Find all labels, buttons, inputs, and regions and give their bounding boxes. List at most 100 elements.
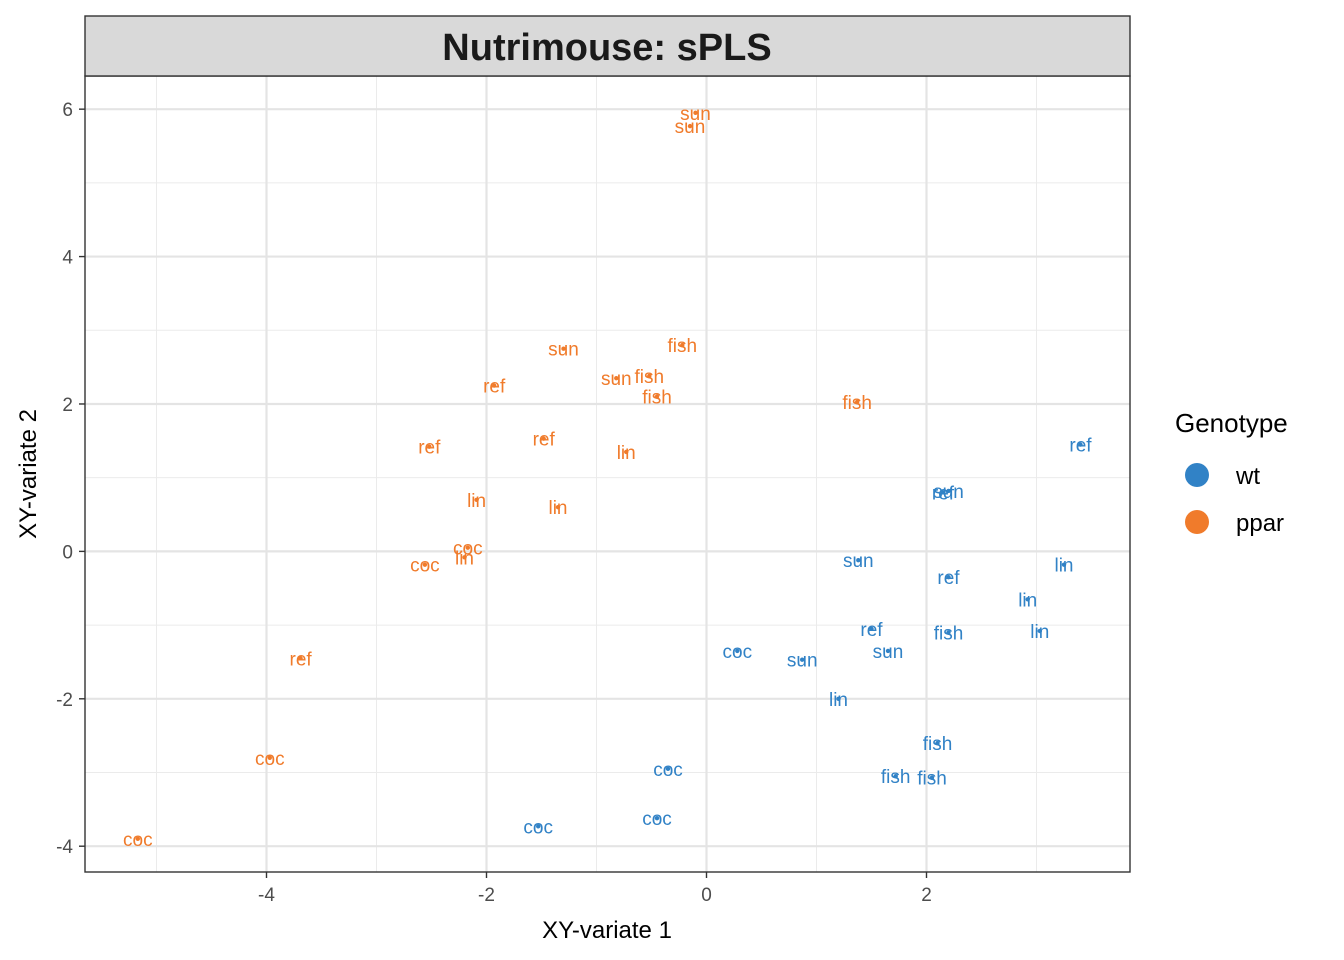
data-point-label: sun [548, 340, 579, 361]
y-tick-label: 4 [62, 248, 73, 269]
data-point [614, 375, 619, 381]
x-tick-label: -4 [258, 885, 275, 906]
data-point-label: fish [668, 336, 698, 357]
panel-border [84, 75, 1131, 873]
data-point [427, 444, 432, 449]
data-point [624, 449, 629, 455]
data-point [561, 346, 566, 351]
data-point [267, 755, 272, 760]
data-point-label: fish [635, 367, 665, 388]
title-strip [84, 15, 1131, 77]
x-tick-label: 2 [921, 885, 932, 906]
data-point-label: ref [483, 377, 506, 398]
legend-entries: wt ppar [1185, 463, 1284, 537]
data-point [946, 630, 951, 635]
x-axis-ticks: -4 -2 0 2 [258, 872, 932, 906]
data-point [929, 775, 935, 780]
legend-key-wt [1185, 463, 1209, 487]
data-point [836, 696, 841, 701]
data-point-label: lin [548, 498, 567, 519]
legend: Genotype wt ppar [1175, 408, 1288, 537]
data-point [665, 766, 671, 772]
data-point [687, 123, 693, 129]
data-point-label: sun [680, 104, 711, 125]
data-point-label: coc [255, 749, 285, 770]
data-point [422, 562, 428, 567]
data-point-label: sun [787, 651, 818, 672]
data-point [735, 648, 740, 654]
data-point-label: coc [123, 830, 153, 851]
data-point [1061, 562, 1067, 567]
data-point [492, 383, 497, 388]
y-tick-label: -2 [56, 690, 73, 711]
data-point-label: ref [1069, 436, 1092, 457]
data-point-label: lin [467, 491, 486, 512]
data-point [885, 648, 891, 654]
data-point [1037, 628, 1043, 634]
data-point-label: lin [829, 690, 848, 711]
data-point [298, 656, 303, 661]
y-tick-label: 2 [62, 395, 73, 416]
data-point [135, 836, 140, 842]
data-point-label: coc [653, 760, 683, 781]
major-gridlines [85, 76, 1130, 872]
data-point [541, 436, 546, 441]
legend-key-ppar [1185, 510, 1209, 534]
data-point-label: lin [1030, 622, 1049, 643]
data-point [536, 824, 541, 829]
data-point [680, 342, 685, 348]
data-point [893, 773, 898, 779]
data-point-label: fish [923, 734, 953, 755]
data-point-label: fish [934, 623, 964, 644]
data-point [855, 399, 860, 404]
data-point [474, 497, 479, 502]
data-point-label: sun [933, 482, 964, 503]
data-point [940, 490, 946, 495]
data-point [647, 373, 652, 379]
legend-title: Genotype [1175, 408, 1288, 438]
data-point [856, 558, 861, 563]
legend-label-wt: wt [1235, 463, 1260, 490]
data-point-label: fish [842, 393, 872, 414]
data-point [693, 110, 698, 116]
data-point-label: lin [1054, 556, 1073, 577]
data-point [1078, 442, 1083, 447]
legend-label-ppar: ppar [1236, 510, 1284, 537]
data-point [654, 815, 660, 821]
data-point-label: ref [860, 620, 883, 641]
data-point-label: ref [937, 568, 960, 589]
data-point-label: sun [601, 369, 632, 390]
data-point-label: fish [917, 769, 947, 790]
data-point-label: ref [290, 649, 313, 670]
data-point-label: lin [455, 548, 474, 569]
y-tick-label: 0 [62, 542, 73, 563]
data-point [800, 657, 805, 662]
data-point [946, 488, 951, 494]
y-axis-title: XY-variate 2 [15, 409, 42, 539]
data-point-label: ref [418, 438, 441, 459]
data-point-label: coc [642, 809, 672, 830]
data-point-label: lin [617, 443, 636, 464]
data-point-label: fish [881, 767, 911, 788]
data-point [465, 545, 470, 550]
minor-gridlines [85, 76, 1130, 872]
y-axis-ticks: -4 -2 0 2 4 6 [56, 100, 85, 858]
data-point-label: ref [533, 430, 556, 451]
data-point-label: lin [1018, 590, 1037, 611]
data-point [946, 574, 951, 580]
data-point-label: fish [642, 388, 672, 409]
data-point [654, 394, 660, 399]
data-point [935, 740, 940, 746]
x-axis-title: XY-variate 1 [542, 917, 672, 944]
data-point-label: coc [410, 556, 440, 577]
data-point [1025, 597, 1030, 602]
data-point [555, 504, 561, 510]
y-tick-label: 6 [62, 100, 73, 121]
data-point-label: coc [453, 539, 483, 560]
data-point [462, 555, 467, 560]
data-point-label: sun [843, 551, 874, 572]
